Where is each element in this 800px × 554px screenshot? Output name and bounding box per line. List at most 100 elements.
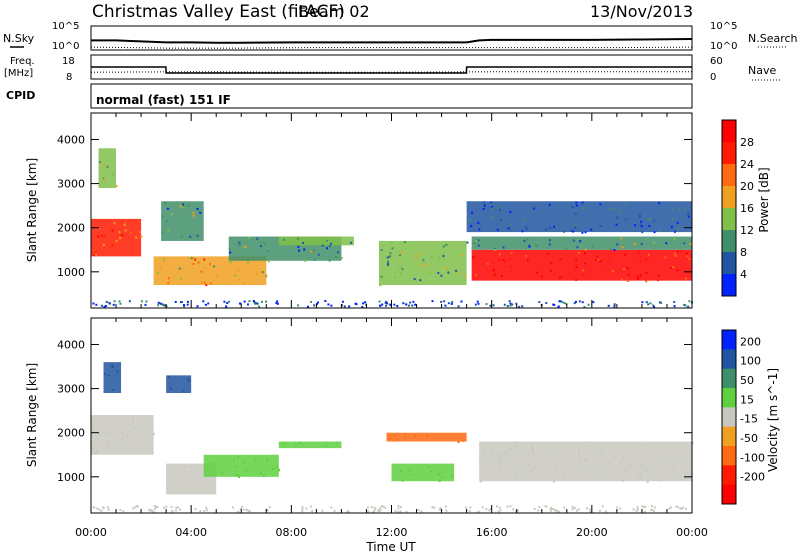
heatmap-cell — [386, 256, 389, 259]
heatmap-cell — [384, 506, 387, 509]
heatmap-cell — [265, 300, 268, 303]
heatmap-cell — [613, 303, 616, 306]
heatmap-cell — [577, 475, 580, 478]
heatmap-cell — [647, 303, 650, 306]
heatmap-cell — [516, 468, 519, 471]
heatmap-cell — [263, 242, 266, 245]
heatmap-cell — [615, 223, 618, 226]
heatmap-cell — [622, 268, 625, 271]
heatmap-cell — [650, 508, 653, 511]
heatmap-region — [153, 256, 267, 286]
heatmap-cell — [166, 207, 169, 210]
heatmap-cell — [116, 442, 119, 445]
heatmap-cell — [192, 263, 195, 266]
heatmap-cell — [608, 208, 611, 211]
heatmap-cell — [497, 453, 500, 456]
heatmap-cell — [190, 465, 193, 468]
heatmap-cell — [420, 510, 423, 513]
heatmap-cell — [665, 242, 668, 245]
heatmap-cell — [600, 477, 603, 480]
colorbar-segment — [722, 120, 736, 143]
heatmap-cell — [644, 258, 647, 261]
heatmap-cell — [197, 261, 200, 264]
heatmap-cell — [321, 509, 324, 512]
heatmap-cell — [625, 465, 628, 468]
heatmap-cell — [507, 442, 510, 445]
heatmap-cell — [297, 249, 300, 252]
heatmap-cell — [93, 254, 96, 257]
heatmap-cell — [128, 431, 131, 434]
heatmap-cell — [179, 277, 182, 280]
heatmap-cell — [209, 262, 212, 265]
heatmap-cell — [266, 458, 269, 461]
heatmap-region — [479, 441, 692, 482]
heatmap-cell — [477, 510, 480, 513]
heatmap-cell — [373, 506, 376, 509]
heatmap-cell — [670, 506, 673, 509]
heatmap-cell — [95, 507, 98, 510]
heatmap-cell — [575, 278, 578, 281]
heatmap-cell — [165, 505, 168, 508]
heatmap-cell — [241, 505, 244, 508]
freq-left-label: Freq. — [10, 56, 35, 67]
heatmap-cell — [503, 454, 506, 457]
heatmap-cell — [653, 219, 656, 222]
heatmap-cell — [207, 302, 210, 305]
heatmap-cell — [643, 510, 646, 513]
heatmap-cell — [509, 223, 512, 226]
heatmap-cell — [553, 225, 556, 228]
colorbar-tick-label: 15 — [740, 393, 754, 406]
heatmap-cell — [677, 227, 680, 230]
heatmap-cell — [119, 432, 122, 435]
heatmap-cell — [106, 165, 109, 168]
heatmap-cell — [616, 216, 619, 219]
heatmap-cell — [504, 451, 507, 454]
heatmap-cell — [653, 231, 656, 234]
noise-series-line — [91, 37, 693, 44]
heatmap-cell — [535, 244, 538, 247]
heatmap-cell — [169, 387, 172, 390]
heatmap-cell — [245, 469, 248, 472]
heatmap-cell — [545, 505, 548, 508]
heatmap-cell — [687, 305, 690, 308]
heatmap-cell — [664, 256, 667, 259]
heatmap-cell — [624, 218, 627, 221]
heatmap-cell — [399, 254, 402, 257]
heatmap-cell — [440, 300, 443, 303]
heatmap-cell — [499, 219, 502, 222]
heatmap-cell — [256, 237, 259, 240]
heatmap-cell — [409, 301, 412, 304]
colorbar-frame — [721, 329, 737, 505]
heatmap-cell — [238, 302, 241, 305]
heatmap-cell — [104, 304, 107, 307]
heatmap-cell — [653, 305, 656, 308]
heatmap-cell — [604, 510, 607, 513]
heatmap-cell — [105, 300, 108, 303]
heatmap-cell — [242, 508, 245, 511]
heatmap-cell — [640, 220, 643, 223]
heatmap-cell — [118, 231, 121, 234]
heatmap-cell — [479, 480, 482, 483]
cpid-value: normal (fast) 151 IF — [96, 93, 231, 107]
heatmap-cell — [310, 300, 313, 303]
heatmap-cell — [498, 455, 501, 458]
heatmap-cell — [401, 479, 404, 482]
heatmap-cell — [404, 436, 407, 439]
heatmap-cell — [396, 439, 399, 442]
heatmap-cell — [125, 428, 128, 431]
heatmap-cell — [437, 256, 440, 259]
heatmap-cell — [550, 262, 553, 265]
heatmap-cell — [259, 245, 262, 248]
heatmap-cell — [140, 235, 143, 238]
heatmap-cell — [252, 300, 255, 303]
heatmap-cell — [265, 275, 268, 278]
heatmap-cell — [103, 305, 106, 308]
heatmap-cell — [236, 456, 239, 459]
power-colorbar-label: Power [dB] — [757, 167, 771, 232]
heatmap-cell — [177, 472, 180, 475]
heatmap-cell — [190, 257, 193, 260]
heatmap-cell — [244, 245, 247, 248]
heatmap-cell — [121, 437, 124, 440]
heatmap-cell — [501, 274, 504, 277]
colorbar-frame — [721, 119, 737, 297]
